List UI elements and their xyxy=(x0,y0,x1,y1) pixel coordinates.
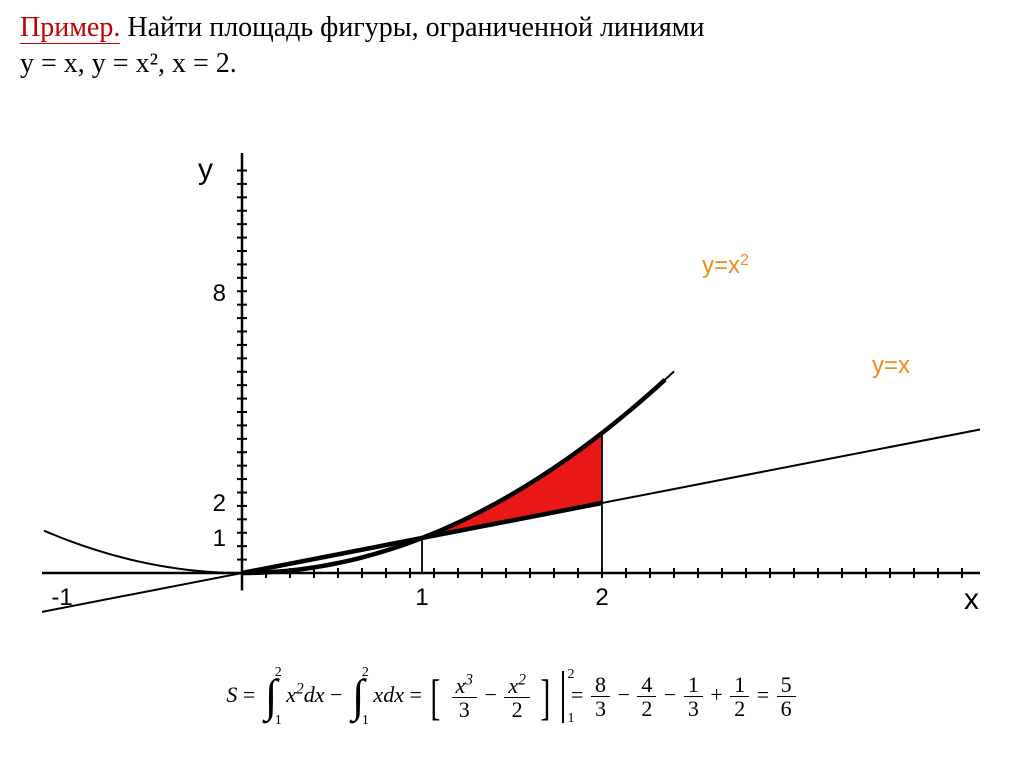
solution-formula: S = 2 ∫ 1 x2dx − 2 ∫ 1 xdx = [ x33 − x22… xyxy=(20,669,1004,725)
integral-1: 2 ∫ 1 xyxy=(265,669,279,725)
x-axis-label: x xyxy=(964,583,979,616)
x-tick-1: 1 xyxy=(415,584,428,611)
chart-container: 1 2 8 -1 1 2 y x y=x2 y=x xyxy=(20,103,1004,663)
equations-line: y = x, y = x², x = 2. xyxy=(20,48,237,79)
integral-2: 2 ∫ 1 xyxy=(352,669,366,725)
y-tick-2: 2 xyxy=(213,490,226,517)
task-text: Найти площадь фигуры, ограниченной линия… xyxy=(120,12,704,43)
evaluation-bar: 2 1 xyxy=(562,671,564,723)
y-tick-1: 1 xyxy=(213,525,226,552)
y-axis-label: y xyxy=(198,153,213,186)
line-label: y=x xyxy=(872,352,910,379)
example-label: Пример. xyxy=(20,12,120,44)
parabola-label: y=x2 xyxy=(702,251,749,279)
area-chart: 1 2 8 -1 1 2 y x y=x2 y=x xyxy=(42,103,982,663)
x-tick--1: -1 xyxy=(51,584,72,611)
problem-header: Пример. Найти площадь фигуры, ограниченн… xyxy=(20,10,1004,83)
y-tick-8: 8 xyxy=(213,280,226,307)
x-tick-2: 2 xyxy=(595,584,608,611)
